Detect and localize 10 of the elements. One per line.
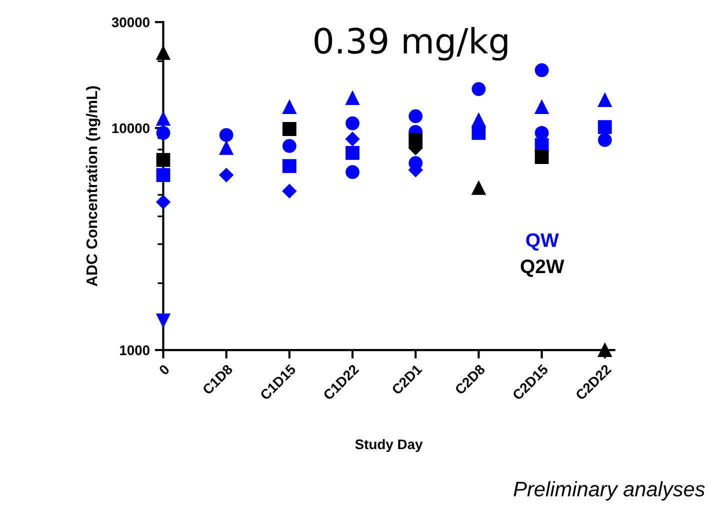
annotation: Q2W — [520, 260, 564, 277]
y-tick-label: 30000 — [112, 17, 150, 28]
y-tick-label: 10000 — [112, 123, 150, 134]
text: Preliminary analyses — [514, 481, 705, 501]
y-axis-title: ADC Concentration (ng/mL) — [86, 86, 100, 286]
x-axis-title: Study Day — [355, 439, 423, 452]
annotation: QW — [526, 233, 559, 251]
y-tick-label: 1000 — [120, 345, 150, 356]
chart-title: 0.39 mg/kg — [314, 27, 508, 61]
x-tick-label: 0 — [158, 364, 170, 376]
